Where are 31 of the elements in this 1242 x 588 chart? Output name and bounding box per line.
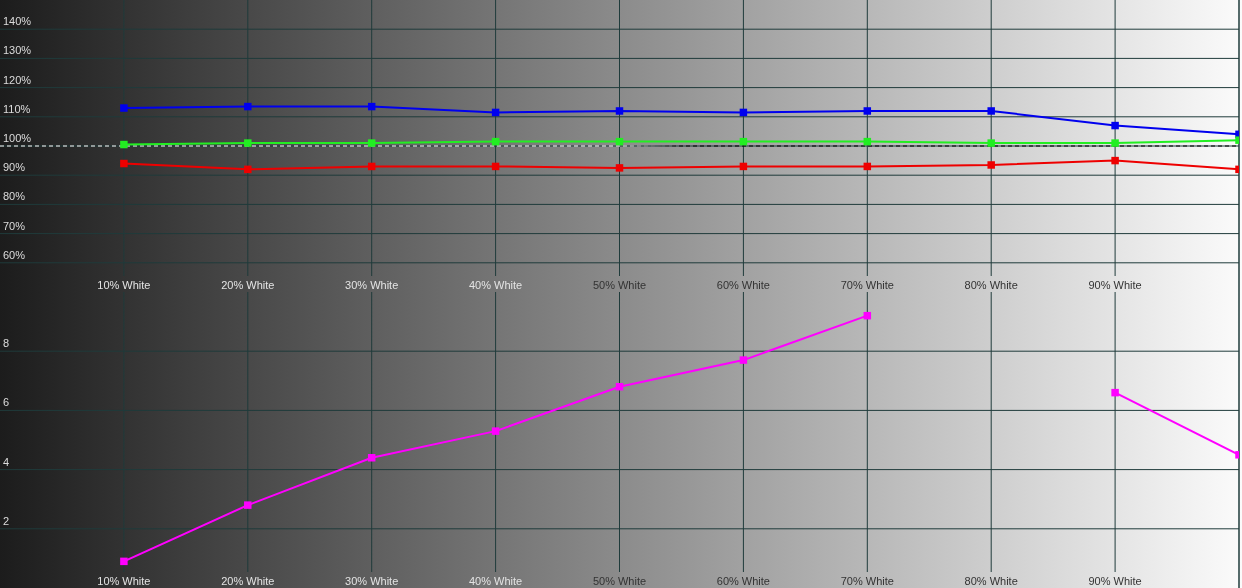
x-tick-label: 70% White <box>840 279 894 291</box>
x-tick-label: 60% White <box>716 279 770 291</box>
x-tick-label: 20% White <box>221 279 275 291</box>
y-tick-label: 8 <box>3 337 10 350</box>
x-tick-label: 50% White <box>592 279 647 291</box>
x-tick-label: 80% White <box>964 575 1018 587</box>
x-tick-label: 90% White <box>1088 575 1142 587</box>
x-tick-label: 40% White <box>469 575 523 587</box>
y-tick-label: 120% <box>3 73 32 86</box>
x-tick-label: 20% White <box>221 575 275 587</box>
y-tick-label: 6 <box>3 396 10 409</box>
x-tick-label: 30% White <box>345 279 399 291</box>
y-tick-label: 100% <box>3 132 32 144</box>
x-tick-label: 70% White <box>840 575 894 587</box>
y-tick-label: 60% <box>3 248 26 261</box>
y-tick-label: 4 <box>3 455 10 468</box>
y-tick-label: 110% <box>3 102 31 115</box>
x-tick-label: 10% White <box>97 575 151 587</box>
x-tick-label: 60% White <box>716 575 770 587</box>
x-tick-label: 10% White <box>97 279 151 291</box>
y-tick-label: 130% <box>3 44 32 57</box>
x-tick-label: 50% White <box>592 575 647 587</box>
y-tick-label: 80% <box>3 190 26 203</box>
x-tick-label: 90% White <box>1088 279 1142 291</box>
x-tick-label: 30% White <box>345 575 399 587</box>
y-tick-label: 2 <box>3 514 10 527</box>
y-tick-label: 90% <box>3 161 26 174</box>
y-tick-label: 70% <box>3 219 26 232</box>
x-tick-label: 40% White <box>469 279 523 291</box>
x-tick-label: 80% White <box>964 279 1018 291</box>
y-tick-label: 140% <box>3 15 32 28</box>
